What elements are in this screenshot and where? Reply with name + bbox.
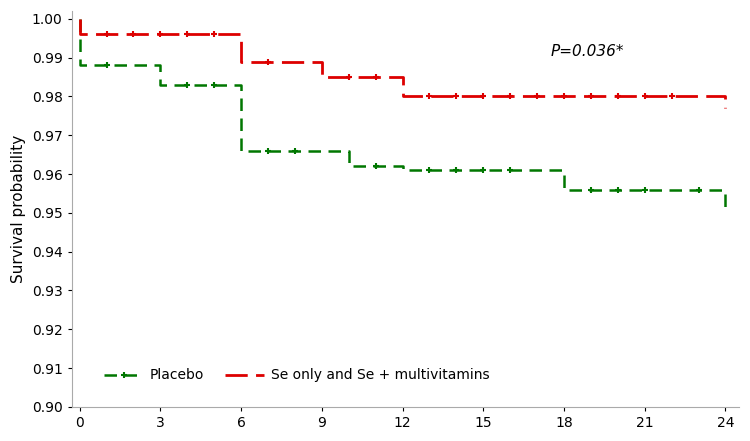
Text: P=0.036*: P=0.036* bbox=[550, 45, 624, 60]
Legend: Placebo, Se only and Se + multivitamins: Placebo, Se only and Se + multivitamins bbox=[98, 363, 495, 388]
Y-axis label: Survival probability: Survival probability bbox=[11, 135, 26, 283]
